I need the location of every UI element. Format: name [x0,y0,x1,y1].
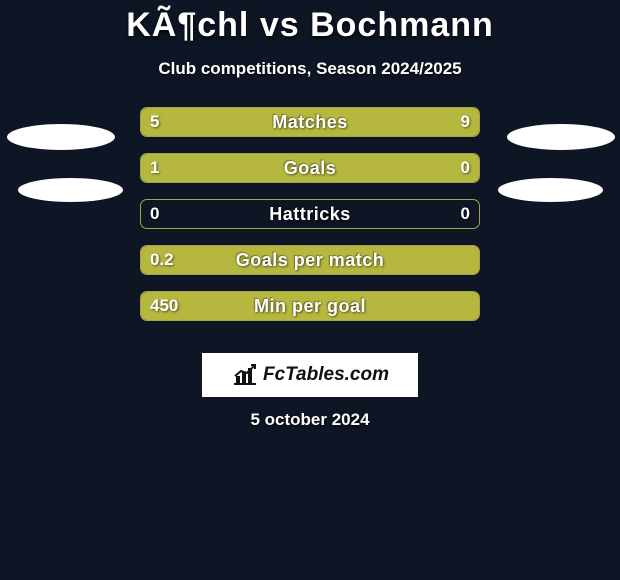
stat-left-value: 5 [150,107,159,137]
stat-bar-right-fill [260,108,479,136]
stat-label: Hattricks [141,200,479,228]
stat-bar-track: Matches [140,107,480,137]
page-subtitle: Club competitions, Season 2024/2025 [0,59,620,79]
stat-row: Hattricks0 0 [0,199,620,229]
stat-bar-track: Goals [140,153,480,183]
stat-left-value: 450 [150,291,178,321]
infographic-root: KÃ¶chl vs Bochmann Club competitions, Se… [0,0,620,580]
stat-left-value: 0.2 [150,245,174,275]
stat-bar-track: Goals per match [140,245,480,275]
brand-logo: FcTables.com [202,353,418,397]
stat-bar-left-fill [141,154,403,182]
chart-icon [231,363,259,387]
stat-right-value: 0 [461,199,470,229]
stat-bar-left-fill [141,246,480,274]
player-placeholder-ellipse [507,124,615,150]
stat-left-value: 0 [150,199,159,229]
stat-bar-track: Min per goal [140,291,480,321]
snapshot-date: 5 october 2024 [0,410,620,430]
brand-name: FcTables.com [263,364,389,386]
player-placeholder-ellipse [7,124,115,150]
player-placeholder-ellipse [498,178,603,202]
stat-row: Goals per match0.2 [0,245,620,275]
stat-bar-left-fill [141,292,480,320]
player-placeholder-ellipse [18,178,123,202]
stat-bar-track: Hattricks [140,199,480,229]
stat-right-value: 0 [461,153,470,183]
stat-left-value: 1 [150,153,159,183]
stat-right-value: 9 [461,107,470,137]
page-title: KÃ¶chl vs Bochmann [0,6,620,45]
stat-row: Min per goal450 [0,291,620,321]
